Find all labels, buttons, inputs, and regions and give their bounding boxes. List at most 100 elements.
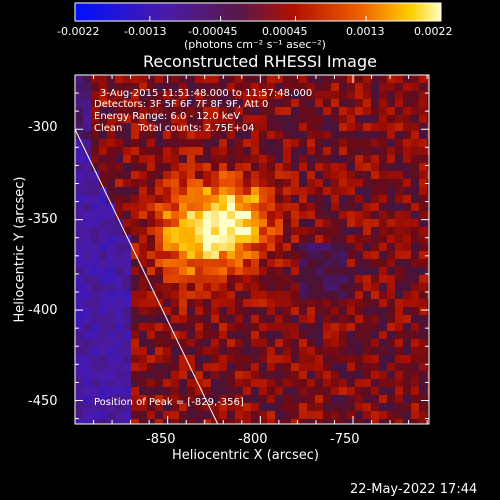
- heatmap-cell: [331, 379, 339, 387]
- heatmap-cell: [259, 235, 267, 243]
- heatmap-cell: [371, 227, 379, 235]
- heatmap-cell: [331, 339, 339, 347]
- heatmap-cell: [171, 155, 179, 163]
- heatmap-cell: [99, 243, 107, 251]
- heatmap-cell: [115, 315, 123, 323]
- heatmap-cell: [371, 267, 379, 275]
- heatmap-cell: [347, 91, 355, 99]
- heatmap-cell: [315, 411, 323, 419]
- heatmap-cell: [419, 283, 427, 291]
- heatmap-cell: [299, 243, 307, 251]
- x-tick-label: -850: [146, 432, 176, 447]
- heatmap-cell: [243, 179, 251, 187]
- heatmap-cell: [259, 75, 267, 83]
- heatmap-cell: [219, 355, 227, 363]
- heatmap-cell: [123, 107, 131, 115]
- heatmap-cell: [227, 91, 235, 99]
- heatmap-cell: [211, 363, 219, 371]
- heatmap-cell: [211, 131, 219, 139]
- heatmap-cell: [115, 379, 123, 387]
- heatmap-cell: [267, 243, 275, 251]
- heatmap-cell: [179, 363, 187, 371]
- heatmap-cell: [259, 355, 267, 363]
- heatmap-cell: [107, 363, 115, 371]
- heatmap-cell: [307, 131, 315, 139]
- heatmap-cell: [363, 307, 371, 315]
- heatmap-cell: [115, 211, 123, 219]
- heatmap-cell: [211, 227, 219, 235]
- heatmap-cell: [411, 315, 419, 323]
- heatmap-cell: [299, 259, 307, 267]
- heatmap-cell: [419, 379, 427, 387]
- heatmap-cell: [243, 283, 251, 291]
- heatmap-cell: [363, 259, 371, 267]
- heatmap-cell: [123, 211, 131, 219]
- heatmap-cell: [203, 403, 211, 411]
- heatmap-cell: [163, 99, 171, 107]
- heatmap-cell: [83, 131, 91, 139]
- heatmap-cell: [155, 123, 163, 131]
- heatmap-cell: [171, 291, 179, 299]
- heatmap-cell: [259, 379, 267, 387]
- heatmap-cell: [203, 91, 211, 99]
- heatmap-cell: [235, 403, 243, 411]
- heatmap-cell: [355, 403, 363, 411]
- heatmap-cell: [267, 91, 275, 99]
- heatmap-cell: [291, 275, 299, 283]
- heatmap-cell: [331, 275, 339, 283]
- heatmap-cell: [419, 299, 427, 307]
- heatmap-cell: [291, 403, 299, 411]
- heatmap-cell: [363, 131, 371, 139]
- heatmap-cell: [211, 187, 219, 195]
- heatmap-cell: [147, 347, 155, 355]
- heatmap-cell: [379, 179, 387, 187]
- heatmap-cell: [243, 107, 251, 115]
- heatmap-cell: [171, 411, 179, 419]
- heatmap-cell: [299, 195, 307, 203]
- x-tick-label: -800: [238, 432, 268, 447]
- heatmap-cell: [315, 203, 323, 211]
- heatmap-cell: [323, 355, 331, 363]
- heatmap-cell: [283, 387, 291, 395]
- heatmap-cell: [187, 315, 195, 323]
- heatmap-cell: [155, 387, 163, 395]
- heatmap-cell: [371, 387, 379, 395]
- heatmap-cell: [75, 187, 83, 195]
- heatmap-cell: [323, 307, 331, 315]
- heatmap-cell: [123, 331, 131, 339]
- heatmap-cell: [371, 259, 379, 267]
- heatmap-cell: [235, 251, 243, 259]
- heatmap-cell: [307, 419, 315, 424]
- heatmap-cell: [147, 259, 155, 267]
- heatmap-cell: [155, 83, 163, 91]
- heatmap-cell: [331, 83, 339, 91]
- heatmap-cell: [355, 307, 363, 315]
- heatmap-cell: [387, 155, 395, 163]
- heatmap-cell: [75, 395, 83, 403]
- heatmap-cell: [355, 355, 363, 363]
- heatmap-cell: [267, 291, 275, 299]
- heatmap-cell: [419, 387, 427, 395]
- heatmap-cell: [203, 75, 211, 83]
- heatmap-cell: [147, 163, 155, 171]
- heatmap-cell: [275, 147, 283, 155]
- heatmap-cell: [91, 75, 99, 83]
- heatmap-cell: [331, 171, 339, 179]
- heatmap-cell: [227, 395, 235, 403]
- heatmap-cell: [307, 99, 315, 107]
- heatmap-cell: [211, 259, 219, 267]
- heatmap-cell: [211, 355, 219, 363]
- heatmap-cell: [379, 227, 387, 235]
- heatmap-cell: [171, 107, 179, 115]
- heatmap-cell: [99, 275, 107, 283]
- heatmap-cell: [387, 187, 395, 195]
- heatmap-cell: [267, 259, 275, 267]
- heatmap-cell: [219, 387, 227, 395]
- heatmap-cell: [363, 227, 371, 235]
- heatmap-cell: [123, 387, 131, 395]
- heatmap-cell: [179, 171, 187, 179]
- heatmap-cell: [275, 283, 283, 291]
- heatmap-cell: [243, 99, 251, 107]
- heatmap-cell: [75, 299, 83, 307]
- heatmap-cell: [251, 331, 259, 339]
